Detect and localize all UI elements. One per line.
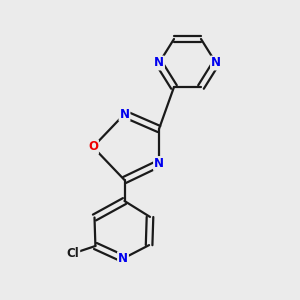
Text: Cl: Cl [67, 247, 79, 260]
Text: O: O [88, 140, 98, 154]
Text: N: N [154, 56, 164, 70]
Text: N: N [154, 157, 164, 170]
Text: N: N [211, 56, 221, 70]
Text: N: N [119, 107, 130, 121]
Text: N: N [118, 252, 128, 265]
